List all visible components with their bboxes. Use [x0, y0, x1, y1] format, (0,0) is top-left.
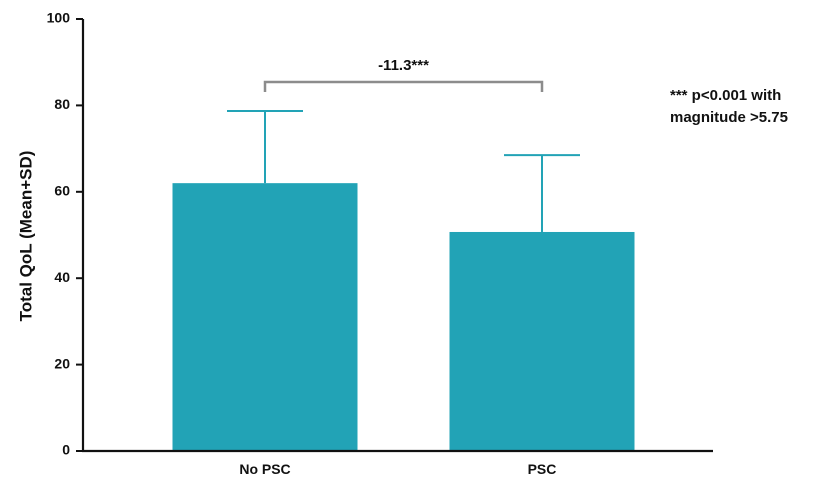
significance-note-line-2: magnitude >5.75	[670, 109, 788, 126]
error-bars-group	[227, 110, 580, 232]
bars-group	[172, 183, 635, 451]
comparison-bracket-line	[263, 80, 544, 92]
bar-psc	[449, 231, 635, 451]
x-category-label: PSC	[528, 461, 557, 477]
y-tick-label: 40	[54, 269, 70, 285]
y-tick-label: 100	[47, 10, 71, 26]
y-tick-label: 60	[54, 183, 70, 199]
y-tick-label: 20	[54, 355, 70, 371]
x-category-label: No PSC	[239, 461, 290, 477]
x-axis-labels: No PSC PSC	[239, 461, 556, 477]
bar-no-psc	[172, 183, 358, 451]
y-axis-title: Total QoL (Mean+SD)	[16, 151, 35, 322]
y-axis-ticks: 0 20 40 60 80 100	[47, 10, 83, 458]
significance-note-line-1: *** p<0.001 with	[670, 87, 781, 104]
y-tick-label: 0	[62, 442, 70, 458]
y-tick-label: 80	[54, 96, 70, 112]
comparison-bracket: -11.3***	[263, 57, 544, 92]
comparison-label: -11.3***	[378, 57, 429, 74]
